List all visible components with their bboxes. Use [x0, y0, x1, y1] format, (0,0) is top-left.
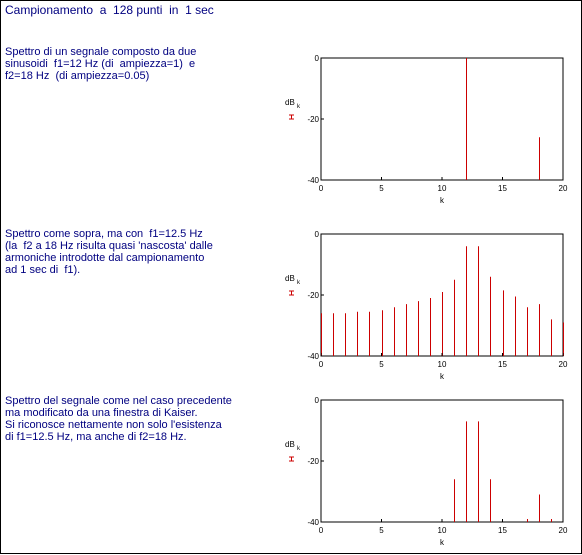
y-tick-label: -40	[307, 518, 319, 527]
x-tick-label: 0	[319, 360, 324, 369]
y-axis-label-subscript: k	[297, 280, 301, 286]
x-tick-label: 15	[498, 526, 507, 535]
x-tick-label: 15	[498, 360, 507, 369]
y-axis-label-subscript: k	[297, 446, 301, 452]
y-axis-label: dB	[285, 274, 295, 283]
x-tick-label: 5	[379, 360, 384, 369]
y-tick-label: -40	[307, 176, 319, 185]
y-axis-label: dB	[285, 98, 295, 107]
spectrum-plot-1[interactable]: 0 5 10 15 20 0 -20 -40 k dB k	[279, 47, 582, 217]
y-tick-label: -40	[307, 352, 319, 361]
description-text-2: Spettro come sopra, ma con f1=12.5 Hz (l…	[5, 228, 213, 276]
y-axis-label-subscript: k	[297, 104, 301, 110]
description-text-1: Spettro di un segnale composto da due si…	[5, 46, 197, 82]
x-axis-label: k	[440, 196, 445, 205]
y-axis-label: dB	[285, 440, 295, 449]
x-tick-label: 15	[498, 184, 507, 193]
y-tick-label: -20	[307, 457, 319, 466]
y-tick-label: -20	[307, 291, 319, 300]
spectrum-plot-3[interactable]: 0 5 10 15 20 0 -20 -40 k dB k	[279, 389, 582, 555]
x-tick-label: 10	[438, 184, 447, 193]
y-tick-label: -20	[307, 115, 319, 124]
description-text-3: Spettro del segnale come nel caso preced…	[5, 395, 232, 443]
x-tick-label: 0	[319, 184, 324, 193]
x-axis-label: k	[440, 538, 445, 547]
y-tick-label: 0	[315, 54, 320, 63]
x-tick-label: 0	[319, 526, 324, 535]
plot-frame	[320, 399, 564, 523]
x-tick-label: 5	[379, 526, 384, 535]
x-tick-label: 10	[438, 526, 447, 535]
x-tick-label: 20	[559, 526, 568, 535]
spectrum-plot-2[interactable]: 0 5 10 15 20 0 -20 -40 k dB k	[279, 223, 582, 391]
x-axis-label: k	[440, 372, 445, 381]
x-tick-label: 20	[559, 184, 568, 193]
y-tick-label: 0	[315, 230, 320, 239]
x-tick-label: 20	[559, 360, 568, 369]
plot-frame	[320, 57, 564, 181]
x-tick-label: 10	[438, 360, 447, 369]
x-tick-label: 5	[379, 184, 384, 193]
worksheet-title: Campionamento a 128 punti in 1 sec	[5, 3, 214, 17]
y-tick-label: 0	[315, 396, 320, 405]
